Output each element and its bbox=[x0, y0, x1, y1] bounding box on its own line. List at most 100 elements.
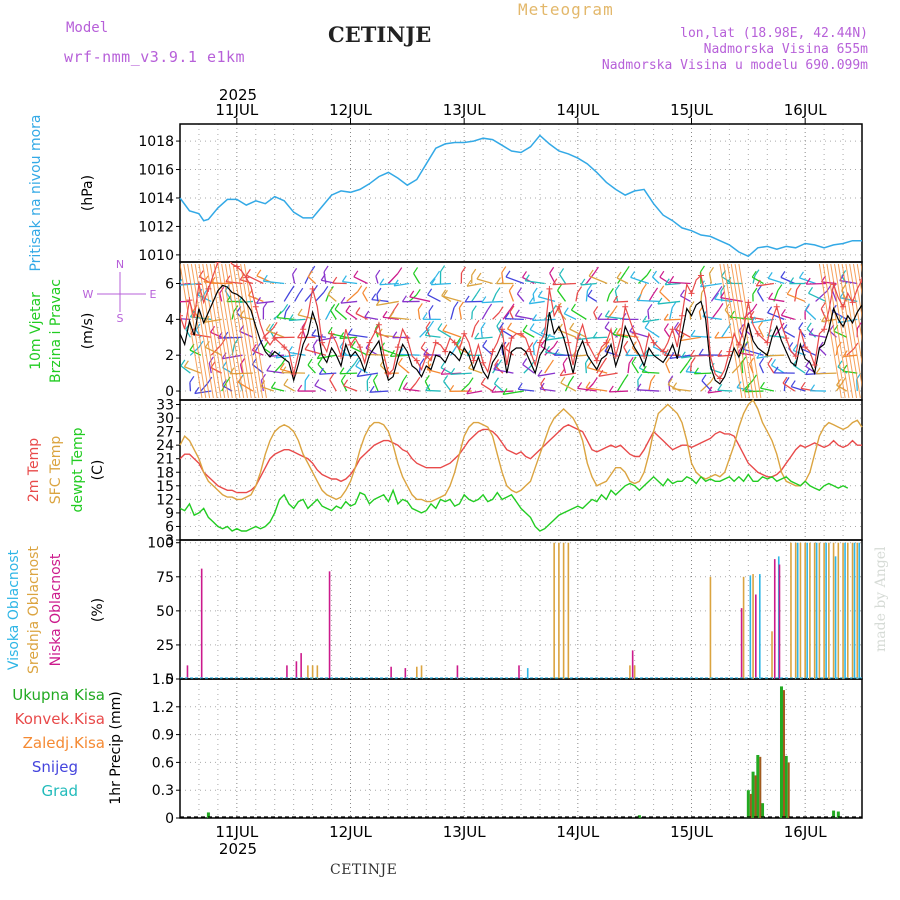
wind-barb bbox=[443, 381, 452, 392]
wind-barb bbox=[669, 354, 691, 360]
wind-barb-feather bbox=[375, 269, 381, 277]
y-tick-label: 1010 bbox=[138, 248, 174, 264]
wind-barb bbox=[560, 372, 577, 377]
y-tick-label: 6 bbox=[165, 519, 174, 535]
wind-barb bbox=[588, 275, 608, 285]
wind-barb bbox=[714, 336, 733, 339]
y-tick-label: 1.5 bbox=[152, 672, 174, 688]
wind-barb-feather bbox=[167, 270, 171, 276]
wind-barb bbox=[627, 363, 630, 374]
wind-speed-series bbox=[180, 284, 862, 385]
total-precip-bar bbox=[756, 754, 760, 818]
wind-barb bbox=[663, 329, 671, 338]
wind-barb-feather bbox=[245, 268, 251, 276]
wind-barb-feather bbox=[180, 278, 183, 284]
wind-barb-feather bbox=[540, 377, 546, 385]
meteogram-title: Meteogram bbox=[518, 0, 614, 19]
wind-barb-feather bbox=[798, 322, 804, 329]
wind-barb-feather bbox=[265, 323, 271, 331]
wind-barb-feather bbox=[636, 383, 642, 391]
wind-barb-feather bbox=[468, 377, 474, 385]
wind-barb-feather bbox=[686, 357, 692, 364]
wind-barb bbox=[431, 282, 451, 286]
wind-gust-marker bbox=[555, 303, 562, 310]
wind-gust-marker bbox=[840, 303, 847, 310]
wind-barb-feather bbox=[508, 284, 514, 292]
wind-barb-feather bbox=[341, 275, 347, 282]
wind-barb bbox=[294, 293, 300, 302]
wind-barb-feather bbox=[450, 368, 456, 375]
wind-barb bbox=[717, 389, 733, 392]
wind-barb bbox=[180, 282, 201, 286]
wind-gust-marker bbox=[745, 299, 752, 306]
wind-barb bbox=[229, 372, 253, 375]
wind-barb bbox=[593, 312, 598, 320]
wind-barb bbox=[496, 325, 504, 338]
y-tick-label: 30 bbox=[156, 411, 174, 427]
wind-barb bbox=[659, 276, 671, 285]
station-title: CETINJE bbox=[328, 22, 432, 47]
wind-barb bbox=[327, 293, 337, 302]
temp2m-title: 2m Temp bbox=[26, 438, 42, 502]
wind-barb-feather bbox=[780, 271, 786, 278]
wind-barb-feather bbox=[327, 288, 333, 295]
wind-barb-feather bbox=[373, 374, 379, 381]
total-precip-bar bbox=[637, 815, 641, 818]
wind-barb-feather bbox=[476, 272, 482, 280]
wind-barb-feather bbox=[709, 266, 715, 274]
wind-barb-feather bbox=[532, 287, 538, 295]
wind-barb-feather bbox=[625, 349, 631, 356]
wind-gust-marker bbox=[413, 357, 420, 364]
wind-barb bbox=[786, 293, 806, 303]
gust-hatch bbox=[849, 263, 862, 343]
wind-barb bbox=[334, 308, 348, 320]
wind-barb-feather bbox=[415, 376, 421, 384]
wind-barb bbox=[631, 347, 639, 356]
wind-barb-feather bbox=[424, 329, 430, 336]
wind-barb-feather bbox=[528, 297, 534, 305]
wind-gust-marker bbox=[205, 285, 212, 292]
wind-barb bbox=[502, 390, 524, 396]
wind-barb bbox=[466, 282, 483, 287]
wind-barb-feather bbox=[767, 357, 773, 365]
date-label-top: 13JUL bbox=[443, 101, 486, 119]
wind-barb-feather bbox=[389, 311, 395, 318]
wind-gust-marker bbox=[309, 285, 316, 292]
wind-barb-feather bbox=[471, 268, 477, 276]
wind-gust-marker bbox=[527, 348, 534, 355]
wind-barb-feather bbox=[777, 284, 783, 291]
wind-barb-feather bbox=[663, 349, 669, 356]
wind-barb bbox=[493, 368, 514, 374]
y-tick-label: 24 bbox=[156, 438, 174, 454]
date-label-top: 12JUL bbox=[329, 101, 372, 119]
wind-barb-feather bbox=[375, 299, 381, 306]
wind-barb bbox=[584, 362, 588, 374]
wind-barb bbox=[343, 385, 358, 392]
wind-barb bbox=[340, 300, 358, 304]
wind-barb bbox=[372, 380, 379, 392]
wind-barb bbox=[494, 383, 504, 392]
wind-gust-marker bbox=[224, 255, 230, 261]
wind-barb-feather bbox=[402, 374, 408, 382]
wind-gust-marker bbox=[650, 339, 657, 346]
wind-barb-feather bbox=[175, 342, 179, 348]
wind-barb-feather bbox=[297, 308, 303, 316]
wind-barb bbox=[617, 271, 626, 284]
wind-barb bbox=[679, 336, 702, 342]
wind-barb-feather bbox=[263, 341, 269, 349]
wind-barb-feather bbox=[487, 303, 493, 311]
wind-barb bbox=[768, 298, 785, 303]
wind-barb-feather bbox=[540, 327, 546, 334]
wind-gust-marker bbox=[442, 348, 449, 355]
wind-barb-feather bbox=[281, 366, 287, 373]
y-tick-label: 0.9 bbox=[152, 728, 174, 744]
wind-barb bbox=[370, 390, 389, 393]
wind-barb-feather bbox=[522, 358, 528, 365]
y-tick-label: 1018 bbox=[138, 134, 174, 150]
wind-barb bbox=[501, 347, 504, 356]
wind-barb bbox=[782, 329, 796, 338]
year-label-bottom: 2025 bbox=[219, 840, 257, 858]
date-label-bottom: 11JUL bbox=[215, 823, 258, 841]
wind-gust-marker bbox=[764, 339, 771, 346]
wind-barb-feather bbox=[669, 352, 675, 359]
